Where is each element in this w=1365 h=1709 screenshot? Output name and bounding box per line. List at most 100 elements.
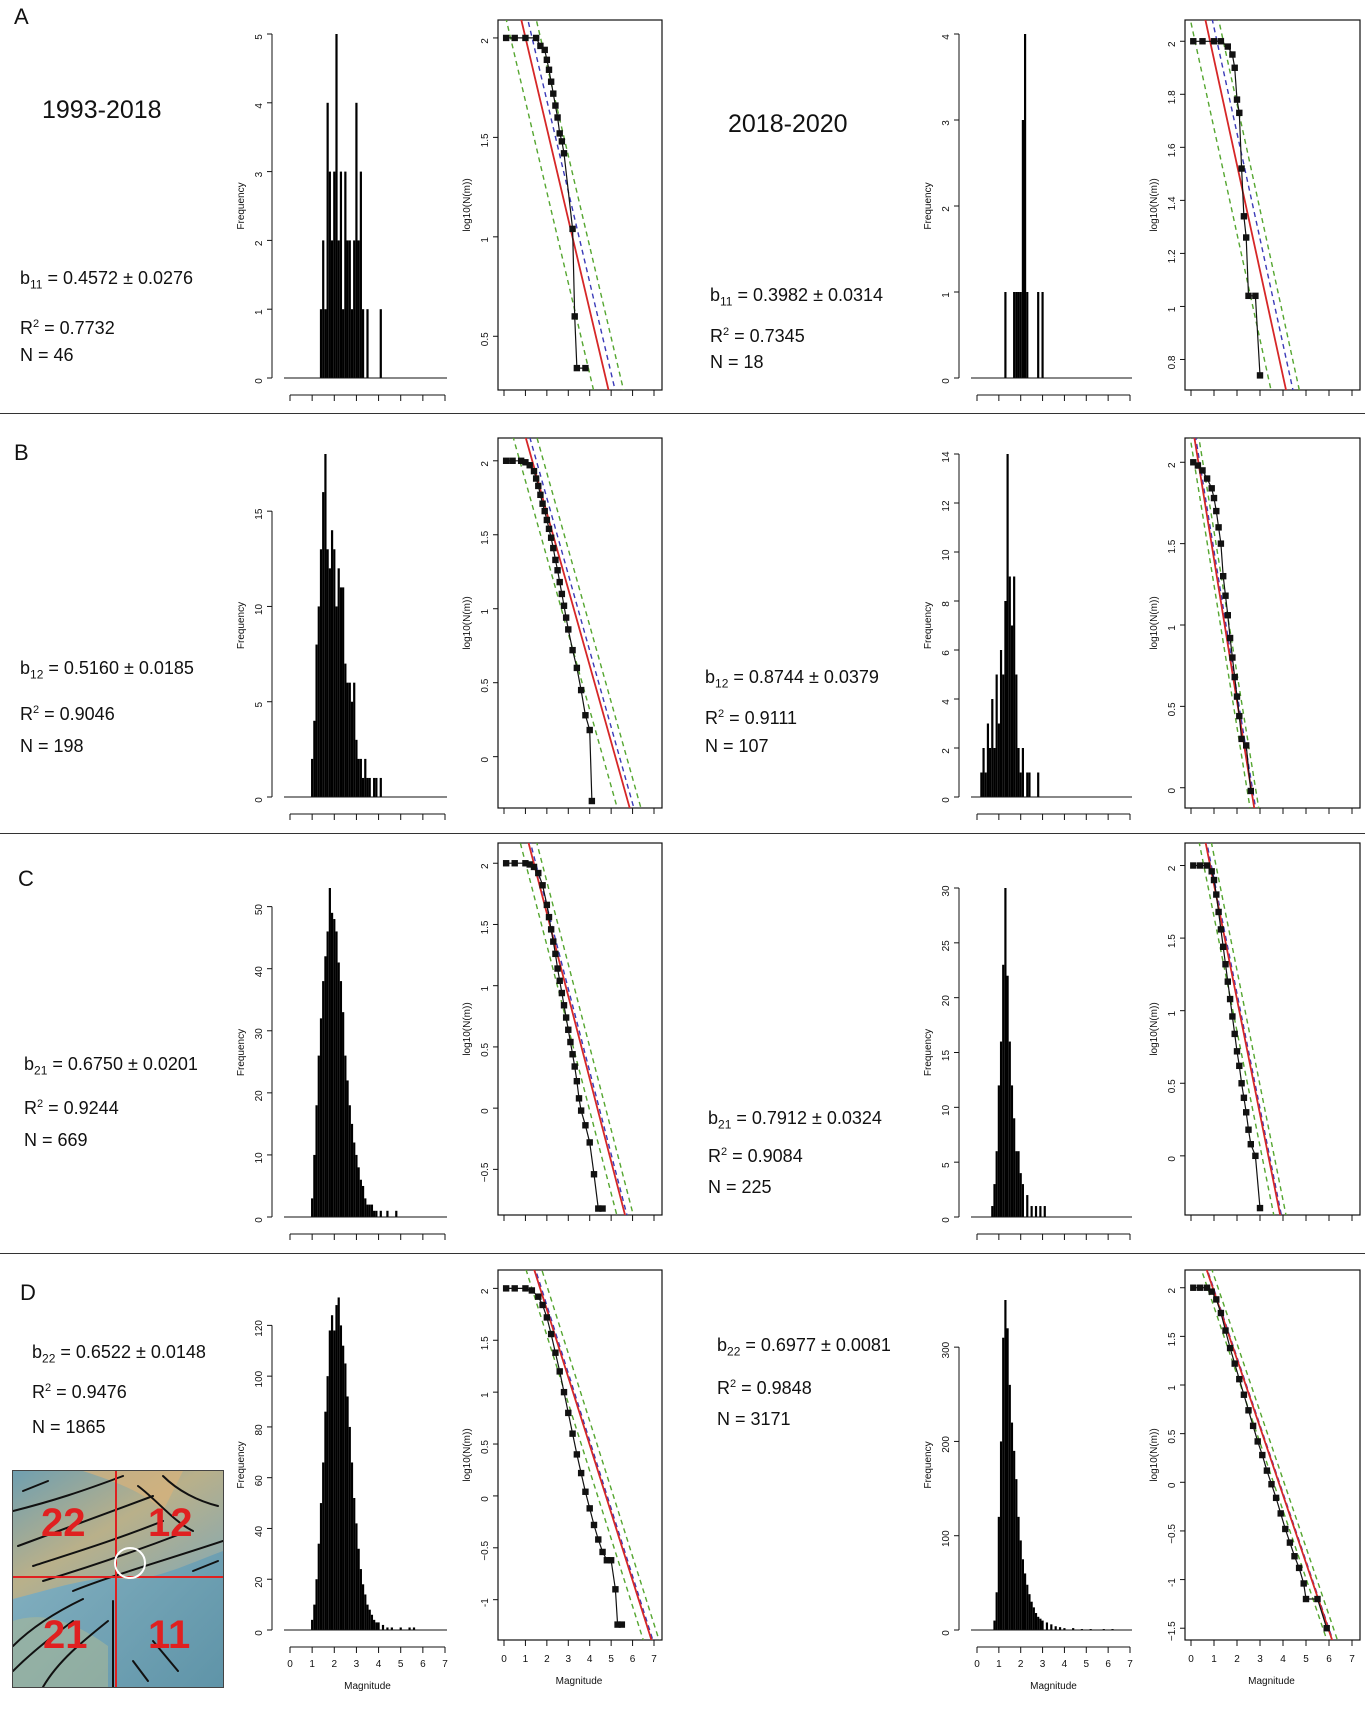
histogram-bar	[1023, 1573, 1027, 1630]
y-tick-label: 20	[254, 1576, 265, 1588]
cumulative-point	[614, 1621, 621, 1628]
cumulative-point	[517, 457, 525, 464]
histogram-bar	[1037, 1616, 1040, 1630]
cumulative-point	[558, 989, 566, 997]
histogram-bar	[1002, 674, 1005, 797]
histogram-bar	[359, 1569, 362, 1630]
y-tick-label: 4	[941, 34, 952, 40]
histogram-bar	[350, 701, 354, 797]
y-axis-label: Frequency	[923, 182, 934, 229]
y-tick-label: 3	[941, 120, 952, 126]
cumulative-point	[577, 1107, 585, 1114]
histogram-bar	[1030, 1206, 1033, 1217]
x-tick-label: 7	[442, 1659, 448, 1670]
cumulative-point	[1233, 693, 1241, 700]
cumulative-point	[1203, 862, 1211, 869]
x-tick-label: 0	[1188, 1654, 1194, 1665]
histogram-bar	[366, 777, 369, 797]
histogram-bar	[1006, 1328, 1009, 1630]
histogram-bar	[344, 171, 347, 378]
y-tick-label: 40	[254, 966, 265, 978]
cumulative-point	[562, 1014, 570, 1021]
histogram-bar	[353, 1142, 356, 1217]
y-tick-label: -1	[1167, 1578, 1178, 1587]
y-tick-label: 60	[254, 1475, 265, 1487]
y-axis-label: log10(N(m))	[1149, 178, 1160, 231]
histogram-bar	[1072, 1628, 1075, 1630]
y-tick-label: 0	[254, 797, 265, 803]
histogram-bar	[357, 1548, 360, 1630]
y-tick-label: 10	[254, 603, 265, 615]
histogram-bar	[980, 772, 983, 797]
histogram-bar	[335, 931, 338, 1217]
cumulative-point	[537, 42, 544, 50]
histogram-bar	[1034, 1206, 1038, 1217]
histogram-bar	[355, 1154, 358, 1217]
confidence-band-line	[1189, 438, 1251, 808]
y-tick-label: −0.5	[1167, 1524, 1178, 1544]
cumulative-point	[543, 56, 551, 64]
cumulative-point	[573, 664, 581, 672]
cumulative-point	[554, 567, 561, 574]
cumulative-point	[582, 712, 589, 719]
cumulative-point	[1247, 1141, 1254, 1148]
cumulative-point	[1213, 891, 1220, 898]
y-tick-label: 80	[254, 1424, 265, 1436]
cumulative-point	[1222, 961, 1229, 968]
y-tick-label: 2	[480, 38, 491, 44]
y-tick-label: −1.5	[1167, 1621, 1178, 1641]
cumulative-point	[1203, 1284, 1211, 1291]
cumulative-point	[539, 500, 546, 507]
histogram-bar	[1021, 1559, 1024, 1630]
histogram-bar	[1010, 1422, 1014, 1630]
y-axis-label: Frequency	[236, 1441, 247, 1488]
y-tick-label: 0	[941, 1217, 952, 1223]
y-tick-label: 0	[941, 1630, 952, 1636]
histogram-bar	[1019, 772, 1022, 797]
cumulative-point	[541, 507, 548, 515]
histogram-bar	[986, 723, 990, 797]
x-tick-label: 6	[420, 1659, 426, 1670]
cumulative-point	[560, 1388, 568, 1396]
regression-fit-line	[1204, 843, 1282, 1215]
histogram-bar	[1004, 601, 1007, 797]
stat-r2-value: R2 = 0.7345	[710, 326, 805, 346]
cumulative-point	[1197, 862, 1204, 869]
y-tick-label: −0.5	[480, 1162, 491, 1182]
confidence-band-line	[1198, 438, 1260, 808]
cumulative-point	[556, 130, 563, 137]
histogram-bar	[346, 1080, 349, 1217]
histogram-bar	[993, 1184, 996, 1217]
histogram-bar	[386, 1210, 389, 1217]
cumulative-point	[569, 1430, 576, 1437]
histogram-bar	[1008, 576, 1011, 797]
y-axis-label: log10(N(m))	[462, 1428, 473, 1481]
histogram-bar	[337, 962, 340, 1217]
histogram-bar	[342, 309, 345, 378]
cumulative-point	[1249, 1422, 1257, 1430]
cumulative-point	[590, 1171, 598, 1178]
histogram-bar	[366, 309, 369, 378]
plot-area	[1190, 843, 1287, 1215]
cumulative-point	[603, 1557, 611, 1564]
cumulative-point	[582, 1488, 589, 1495]
y-axis-label: Frequency	[923, 1441, 934, 1488]
histogram-bar	[395, 1210, 398, 1217]
y-axis-label: Frequency	[236, 182, 247, 229]
cumulative-point	[532, 34, 540, 42]
histogram-bar	[1010, 1085, 1014, 1217]
y-tick-label: 15	[254, 508, 265, 520]
x-tick-label: 4	[1062, 1659, 1068, 1670]
y-tick-label: 2	[1167, 1288, 1178, 1294]
histogram-bar	[1039, 1206, 1042, 1217]
histogram-bar	[322, 1462, 325, 1630]
histogram-bar	[364, 758, 367, 797]
histogram-bar	[370, 1614, 374, 1630]
histogram-bar	[1002, 1337, 1005, 1630]
cumulative-point	[1259, 1451, 1266, 1459]
histogram-bar	[357, 758, 360, 797]
cumulative-point	[1243, 742, 1250, 749]
histogram-bar	[1026, 1195, 1029, 1217]
cumulative-line	[1193, 40, 1261, 376]
cumulative-point	[554, 965, 561, 972]
